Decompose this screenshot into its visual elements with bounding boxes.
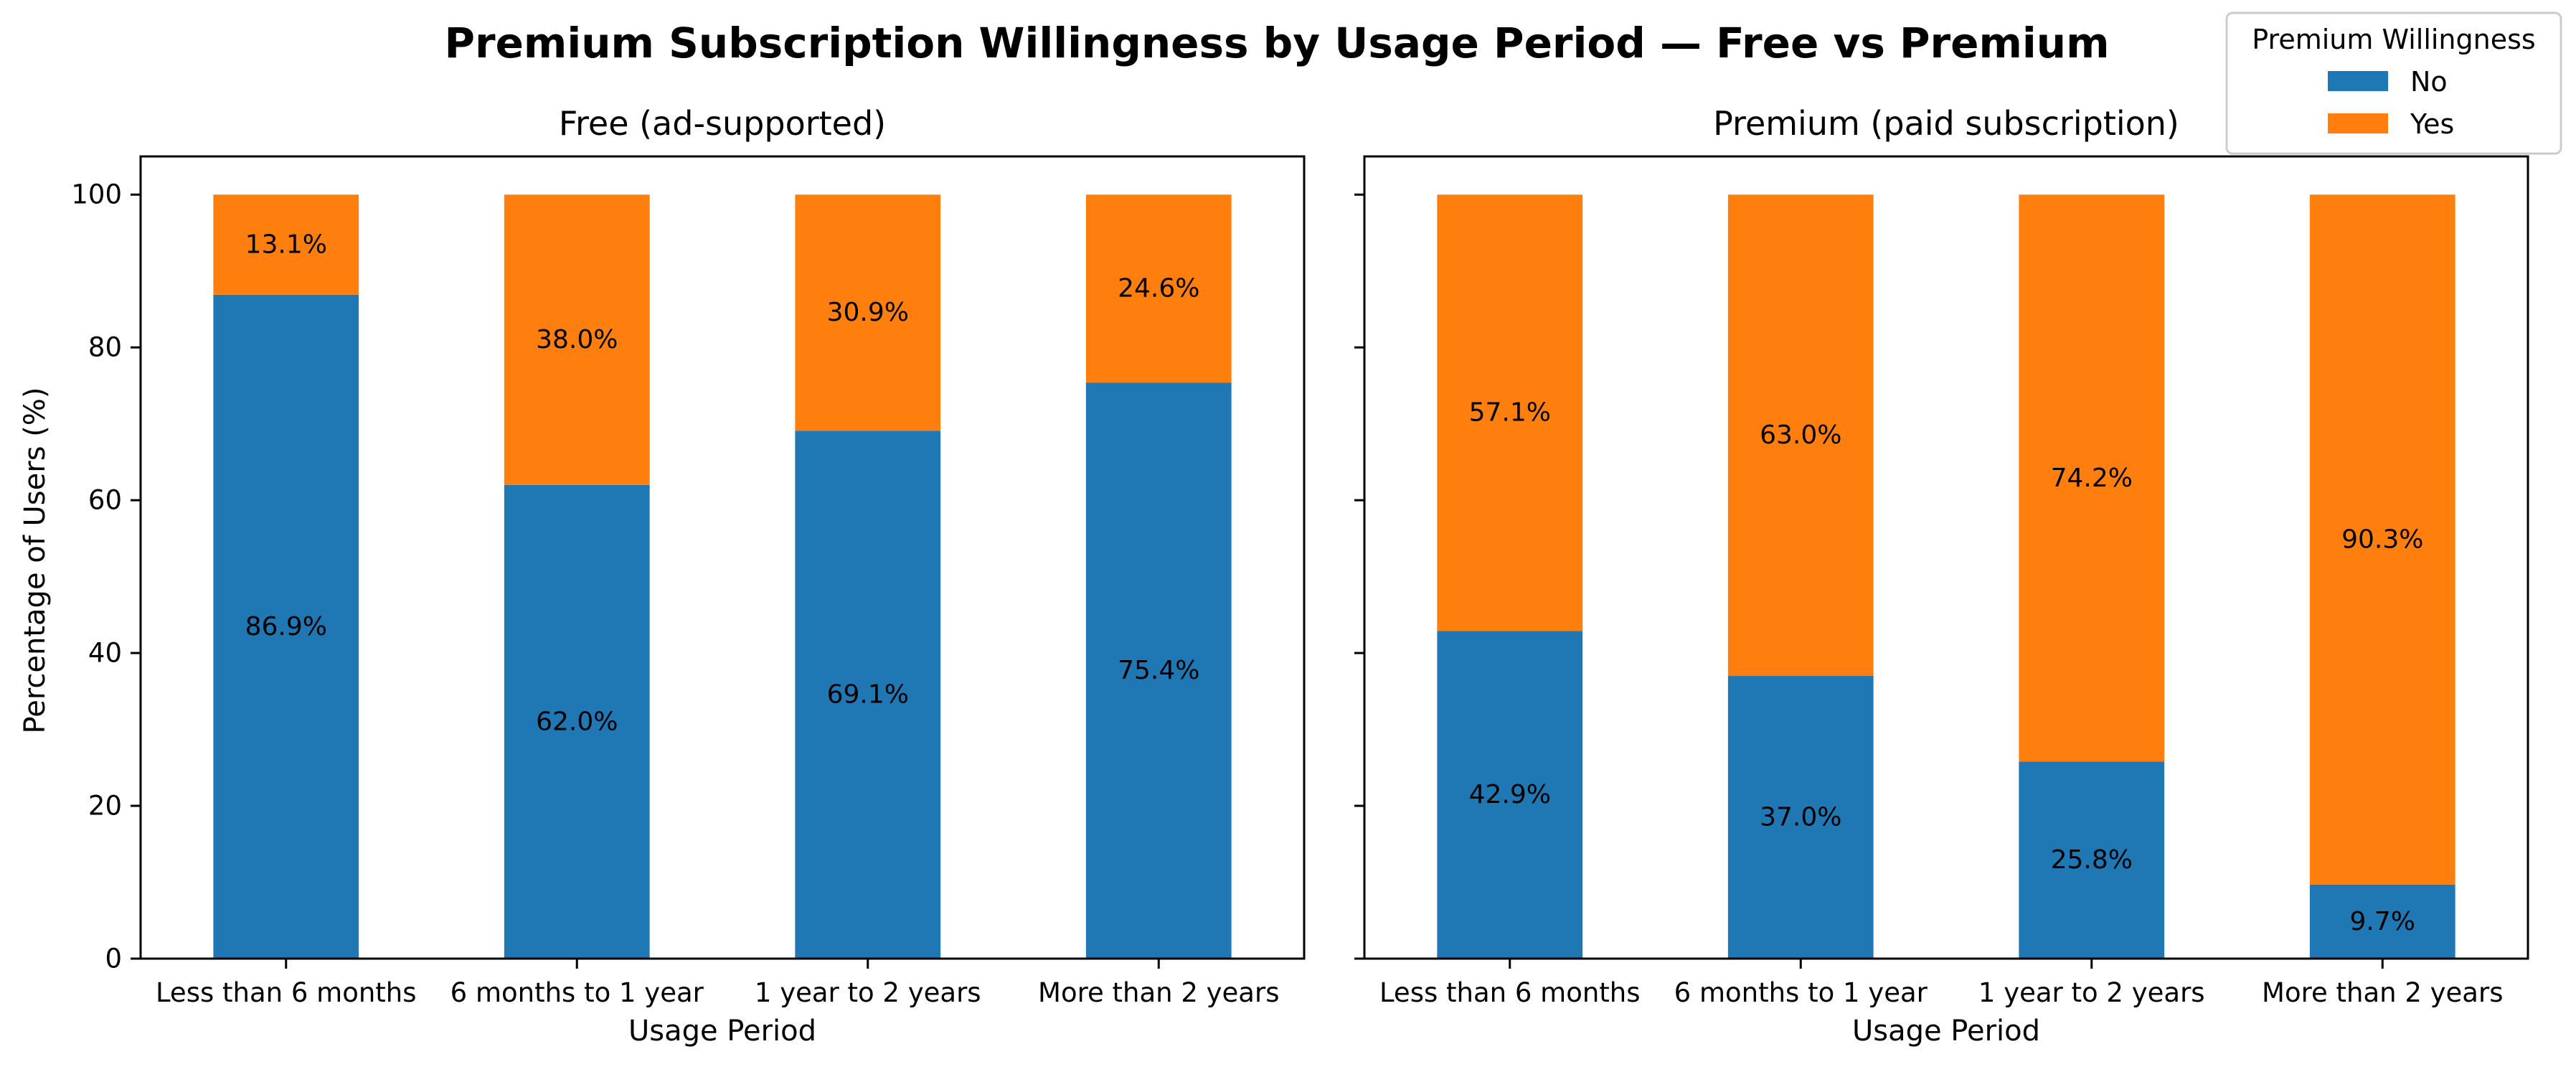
panel-free-x-axis-label: Usage Period bbox=[628, 1015, 816, 1048]
bar-premium-yes-1-year-to-2-years bbox=[2019, 194, 2165, 762]
bar-label-premium-no-1-year-to-2-years: 25.8% bbox=[2051, 845, 2133, 875]
bar-premium-no-1-year-to-2-years bbox=[2019, 761, 2165, 959]
bar-label-premium-no-more-than-2-years: 9.7% bbox=[2350, 907, 2415, 936]
plot-panels: 86.9% 62.0% 69.1% 75.4% 13.1% 38.0% 30.9% 24.6%… bbox=[71, 155, 2529, 1008]
x-tick-label-premium-more-than-2-years: More than 2 years bbox=[2262, 977, 2503, 1008]
y-tick-label-60: 60 bbox=[88, 485, 122, 516]
panel-free-frame bbox=[139, 155, 1306, 960]
panel-free-title: Free (ad-supported) bbox=[559, 104, 886, 143]
x-tick-label-free-1-year-to-2-years: 1 year to 2 years bbox=[755, 977, 981, 1008]
bar-label-premium-yes-1-year-to-2-years: 74.2% bbox=[2051, 464, 2133, 493]
bar-label-free-yes-6-months-to-1-year: 38.0% bbox=[536, 325, 618, 354]
bar-free-no-1-year-to-2-years bbox=[795, 431, 941, 959]
bar-label-free-yes-1-year-to-2-years: 30.9% bbox=[827, 298, 909, 327]
legend-title: Premium Willingness bbox=[2252, 24, 2535, 55]
x-tick-label-free-more-than-2-years: More than 2 years bbox=[1038, 977, 1279, 1008]
y-axis-label: Percentage of Users (%) bbox=[19, 387, 52, 734]
y-tick-label-80: 80 bbox=[88, 332, 122, 363]
x-tick-label-free-less-than-6-months: Less than 6 months bbox=[156, 977, 417, 1008]
y-tick-label-100: 100 bbox=[71, 179, 122, 210]
bar-label-free-yes-more-than-2-years: 24.6% bbox=[1118, 274, 1199, 304]
bar-label-free-no-1-year-to-2-years: 69.1% bbox=[827, 680, 909, 710]
bar-label-premium-yes-more-than-2-years: 90.3% bbox=[2341, 525, 2423, 554]
bar-label-premium-yes-less-than-6-months: 57.1% bbox=[1469, 398, 1551, 428]
panel-premium-x-axis-label: Usage Period bbox=[1852, 1015, 2040, 1048]
panel-premium: 42.9% 37.0% 25.8% 9.7% 57.1% 63.0% 74.2% 90.3% L… bbox=[1354, 155, 2529, 1008]
panel-premium-title: Premium (paid subscription) bbox=[1713, 104, 2179, 143]
x-tick-label-premium-6-months-to-1-year: 6 months to 1 year bbox=[1674, 977, 1928, 1008]
bar-label-free-no-more-than-2-years: 75.4% bbox=[1118, 656, 1199, 685]
legend-frame bbox=[2225, 11, 2562, 155]
bar-premium-no-more-than-2-years bbox=[2309, 884, 2455, 959]
bar-free-yes-1-year-to-2-years bbox=[795, 194, 941, 431]
bar-label-free-yes-less-than-6-months: 13.1% bbox=[245, 230, 327, 259]
legend: Premium Willingness No Yes bbox=[2225, 11, 2562, 155]
bar-premium-yes-less-than-6-months bbox=[1437, 194, 1583, 631]
bar-free-no-6-months-to-1-year bbox=[504, 484, 650, 959]
bar-label-premium-no-6-months-to-1-year: 37.0% bbox=[1760, 803, 1841, 832]
bar-label-free-no-less-than-6-months: 86.9% bbox=[245, 612, 327, 641]
bar-free-no-less-than-6-months bbox=[213, 294, 359, 959]
legend-swatch-yes bbox=[2328, 113, 2388, 133]
chart-title: Premium Subscription Willingness by Usag… bbox=[444, 19, 2109, 67]
bar-label-premium-no-less-than-6-months: 42.9% bbox=[1469, 780, 1551, 809]
legend-label-no: No bbox=[2410, 66, 2448, 98]
y-tick-label-40: 40 bbox=[88, 638, 122, 669]
bar-premium-no-less-than-6-months bbox=[1437, 631, 1583, 959]
bar-premium-no-6-months-to-1-year bbox=[1727, 676, 1874, 959]
legend-swatch-no bbox=[2328, 71, 2388, 91]
x-tick-label-premium-less-than-6-months: Less than 6 months bbox=[1379, 977, 1641, 1008]
x-tick-label-premium-1-year-to-2-years: 1 year to 2 years bbox=[1978, 977, 2205, 1008]
bar-label-free-no-6-months-to-1-year: 62.0% bbox=[536, 707, 618, 736]
bar-free-yes-more-than-2-years bbox=[1085, 194, 1232, 383]
bar-premium-yes-more-than-2-years bbox=[2309, 194, 2455, 885]
panel-free: 86.9% 62.0% 69.1% 75.4% 13.1% 38.0% 30.9% 24.6%… bbox=[71, 155, 1306, 1008]
y-tick-label-0: 0 bbox=[105, 944, 122, 974]
x-tick-label-free-6-months-to-1-year: 6 months to 1 year bbox=[450, 977, 704, 1008]
bar-label-premium-yes-6-months-to-1-year: 63.0% bbox=[1760, 420, 1841, 450]
legend-label-yes: Yes bbox=[2410, 108, 2454, 140]
y-tick-label-20: 20 bbox=[88, 791, 122, 822]
bar-free-yes-less-than-6-months bbox=[213, 194, 359, 295]
bar-premium-yes-6-months-to-1-year bbox=[1727, 194, 1874, 677]
bar-free-no-more-than-2-years bbox=[1085, 382, 1232, 959]
bar-free-yes-6-months-to-1-year bbox=[504, 194, 650, 485]
panel-premium-frame bbox=[1363, 155, 2529, 960]
